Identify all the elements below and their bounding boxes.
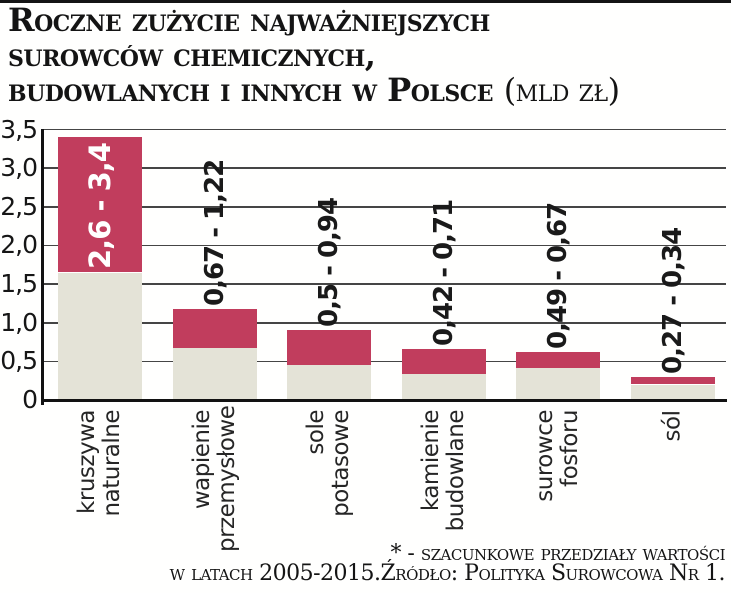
- gridline: [42, 128, 726, 131]
- title-unit: (mld zł): [503, 71, 620, 109]
- bar-range-segment: [631, 376, 715, 385]
- chart-title: Roczne zużycie najważniejszych surowców …: [8, 3, 620, 108]
- bar-min-segment: [172, 348, 257, 399]
- footnote-line-1: * - szacunkowe przedziały wartości: [390, 541, 725, 566]
- y-axis-line: [41, 128, 44, 405]
- category-label: sole potasowe: [303, 410, 355, 552]
- category-label: kamienie budowlane: [417, 410, 469, 552]
- category-label-line: fosforu: [557, 410, 584, 487]
- bar-min-segment: [287, 365, 372, 399]
- category-label-line: surowce: [532, 410, 559, 502]
- x-axis-line: [41, 399, 727, 402]
- top-rule: [0, 0, 731, 3]
- category-label: surowce fosforu: [532, 410, 584, 552]
- category-label-line: sól: [659, 410, 686, 441]
- bar-min-segment: [631, 384, 715, 399]
- category-label: kruszywa naturalne: [74, 410, 125, 552]
- title-line-1: Roczne zużycie najważniejszych: [8, 1, 490, 39]
- y-axis-tick-label: 1,5: [0, 269, 38, 299]
- bar-range-segment: [172, 308, 257, 349]
- bar-range-segment: [287, 330, 372, 366]
- source-note: * - szacunkowe przedziały wartości w lat…: [169, 541, 726, 586]
- bar-range-label: 0,49 - 0,67: [543, 202, 574, 350]
- y-axis-tick-label: 3,5: [0, 114, 38, 144]
- bar-range-label: 0,67 - 1,22: [199, 159, 230, 306]
- gridline: [42, 283, 726, 285]
- gridline: [42, 360, 726, 363]
- category-label-line: przemysłowe: [213, 405, 240, 552]
- category-label: sól: [659, 410, 686, 552]
- bar-range-label: 0,5 - 0,94: [314, 198, 345, 328]
- y-axis-tick-label: 0: [22, 385, 38, 414]
- category-label: wapienie przemysłowe: [188, 405, 240, 552]
- bar-range-segment: [58, 137, 142, 273]
- y-axis-tick-label: 2,0: [0, 230, 38, 260]
- y-axis-tick-label: 1,0: [0, 307, 38, 337]
- footnote-line-2: w latach 2005-2015.Źródło: Polityka Suro…: [169, 561, 726, 586]
- category-label-line: sole: [303, 410, 330, 455]
- y-axis-tick-label: 2,5: [0, 191, 38, 221]
- category-label-line: naturalne: [99, 410, 125, 517]
- title-line-3-text: budowlanych i innych w Polsce: [8, 71, 494, 109]
- title-line-3: budowlanych i innych w Polsce (mld zł): [8, 73, 620, 108]
- bar-min-segment: [401, 373, 486, 399]
- bar-range-segment: [401, 349, 486, 374]
- bar-range-segment: [516, 352, 601, 369]
- y-axis-tick-label: 3,0: [0, 153, 38, 183]
- category-label-line: kruszywa: [74, 410, 100, 514]
- bar-min-segment: [58, 272, 142, 399]
- y-axis-tick-label: 0,5: [0, 346, 38, 376]
- category-label-line: wapienie: [188, 410, 215, 510]
- bar-range-label: 0,27 - 0,34: [658, 227, 688, 374]
- title-line-2: surowców chemicznych,: [8, 36, 376, 74]
- category-label-line: budowlane: [442, 410, 469, 532]
- bar-min-segment: [516, 368, 601, 399]
- gridline: [42, 167, 726, 169]
- gridline: [42, 322, 726, 324]
- bar-range-label: 0,42 - 0,71: [428, 199, 459, 346]
- gridline: [42, 244, 726, 247]
- bar-range-label: 2,6 - 3,4: [83, 142, 117, 269]
- category-label-line: kamienie: [417, 410, 444, 512]
- category-label-line: potasowe: [328, 410, 355, 517]
- gridline: [42, 206, 726, 208]
